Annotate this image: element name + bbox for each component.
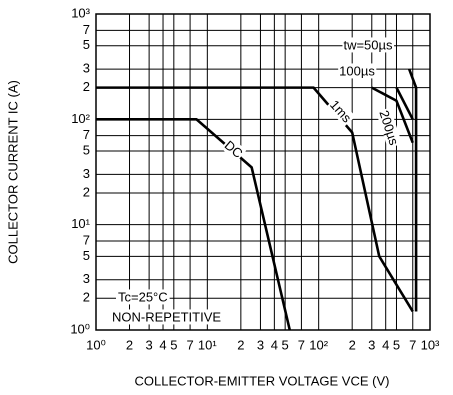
x-tick-label: 7: [298, 337, 305, 352]
x-tick-label: 5: [282, 337, 289, 352]
y-tick-label: 5: [83, 37, 90, 52]
label-bg: [376, 107, 403, 149]
plot-frame: [95, 13, 431, 331]
x-tick-label: 10²: [309, 337, 328, 352]
x-tick-label: 3: [368, 337, 375, 352]
x-tick-label: 10³: [421, 337, 440, 352]
curve-label-group: 100µs: [338, 63, 377, 79]
curve-label: 1ms: [327, 97, 355, 126]
label-bg: [326, 96, 356, 127]
x-tick-label: 3: [146, 337, 153, 352]
curve-label-group: tw=50µs: [342, 37, 395, 53]
y-tick-label: 10¹: [71, 216, 90, 231]
curve-label: 100µs: [339, 63, 375, 78]
curve: [407, 68, 418, 312]
y-tick-label: 10²: [71, 111, 90, 126]
y-tick-label: 10⁰: [70, 321, 90, 336]
x-tick-label: 4: [382, 337, 389, 352]
y-tick-label: 10³: [71, 5, 90, 20]
y-tick-label: 5: [83, 248, 90, 263]
curve: [371, 86, 414, 144]
y-tick-label: 2: [83, 184, 90, 199]
annotation-bg: [110, 309, 224, 325]
label-bg: [220, 136, 247, 162]
x-tick-label: 3: [257, 337, 264, 352]
y-tick-label: 7: [83, 232, 90, 247]
y-tick-label: 3: [83, 166, 90, 181]
curve: [96, 86, 414, 313]
y-tick-label: 2: [83, 79, 90, 94]
y-axis-label: COLLECTOR CURRENT IC (A): [5, 80, 20, 264]
x-tick-label: 2: [349, 337, 356, 352]
curve-label: 200µs: [376, 108, 401, 147]
x-axis-label: COLLECTOR-EMITTER VOLTAGE VCE (V): [135, 373, 390, 388]
y-tick-label: 3: [83, 61, 90, 76]
x-tick-label: 4: [159, 337, 166, 352]
x-tick-label: 4: [271, 337, 278, 352]
y-tick-label: 3: [83, 271, 90, 286]
y-tick-label: 2: [83, 290, 90, 305]
curve-label: tw=50µs: [343, 37, 393, 52]
y-tick-label: 5: [83, 142, 90, 157]
annotation: NON-REPETITIVE: [112, 309, 221, 324]
x-tick-label: 5: [170, 337, 177, 352]
curve-label-group: 1ms: [326, 96, 356, 127]
label-bg: [342, 37, 395, 53]
y-tick-label: 7: [83, 127, 90, 142]
annotation: Tc=25°C: [118, 289, 168, 304]
y-tick-label: 7: [83, 22, 90, 37]
x-tick-label: 2: [237, 337, 244, 352]
x-tick-label: 7: [409, 337, 416, 352]
label-bg: [338, 63, 377, 79]
x-tick-label: 10⁰: [86, 337, 106, 352]
curve: [395, 87, 414, 120]
curve-label-group: 200µs: [376, 107, 403, 149]
x-tick-label: 5: [393, 337, 400, 352]
curve: [96, 118, 292, 331]
x-tick-label: 10¹: [198, 337, 217, 352]
annotation-bg: [116, 289, 170, 305]
x-tick-label: 7: [186, 337, 193, 352]
x-tick-label: 2: [126, 337, 133, 352]
